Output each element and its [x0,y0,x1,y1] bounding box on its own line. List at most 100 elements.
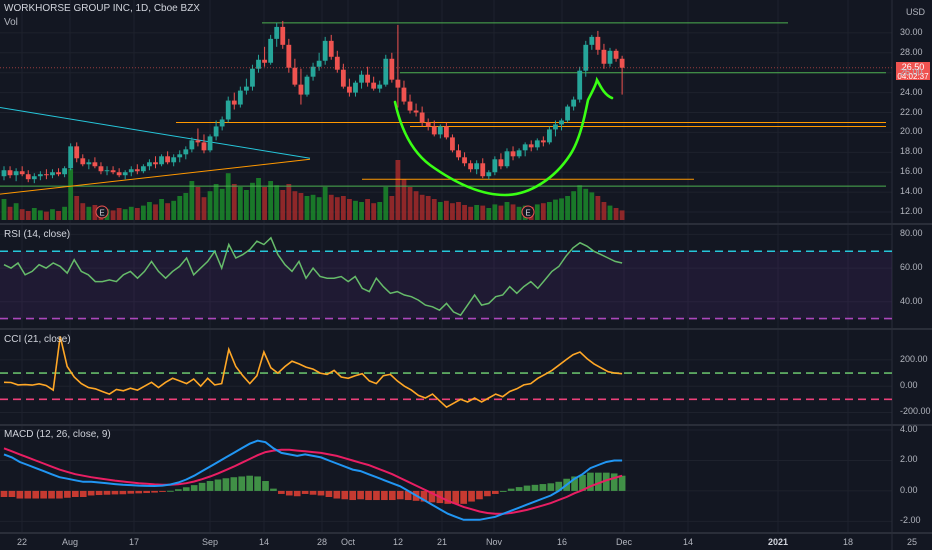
volume-bar [280,190,286,220]
candle-body [7,170,13,176]
candle-body [480,163,486,177]
volume-bar [237,187,243,220]
candle-body [56,172,61,175]
candle-body [540,140,546,143]
macd-histogram-bar [222,478,230,491]
candle-body [256,59,261,69]
y-tick-label: 12.00 [900,206,923,217]
candle-body [359,74,364,83]
x-tick-label: 25 [906,537,918,547]
x-tick-label: Oct [340,537,356,547]
macd-line [3,439,623,521]
volume-bar [7,206,13,220]
candle-body [128,169,134,173]
macd-histogram-bar [325,490,333,497]
volume-bar [413,191,419,220]
volume-bar [195,187,201,220]
volume-bar [577,185,583,220]
volume-bar [25,211,31,220]
x-tick-label: 28 [316,537,328,547]
volume-bar [498,205,504,220]
earnings-marker-icon [95,205,109,219]
candle-body [583,44,589,71]
volume-bar [165,203,171,220]
volume-bar [201,197,207,220]
y-tick-label: 24.00 [900,86,923,97]
volume-bar [534,204,540,220]
x-tick-label: 12 [392,537,404,547]
candle-body [134,169,140,172]
x-tick-label: Aug [61,537,79,547]
volume-bar [540,203,546,220]
rsi-band [0,251,892,319]
candle-body [286,44,292,68]
candle-body [443,126,449,138]
volume-bar [480,205,486,220]
macd-histogram-bar [278,490,285,494]
volume-bar [274,185,280,220]
macd-histogram-bar [444,490,452,504]
candle-body [153,162,158,165]
earnings-marker-label: E [99,209,104,218]
candle-body [407,101,413,111]
macd-histogram-bar [285,490,293,496]
macd-histogram-bar [523,485,531,491]
volume-bar [44,211,49,220]
macd-histogram-bar [119,490,127,495]
macd-histogram-bar [381,490,388,501]
macd-histogram-bar [238,476,246,491]
volume-bar [401,179,407,220]
rsi-label[interactable]: RSI (14, close) [4,229,71,240]
candle-body [165,156,171,163]
candle-body [44,174,49,176]
macd-histogram-bar [24,490,32,499]
volume-label: Vol [4,17,18,28]
candle-body [347,86,352,93]
macd-label[interactable]: MACD (12, 26, close, 9) [4,429,111,440]
y-tick-label: 18.00 [900,146,923,157]
candle-body [504,151,510,167]
cci-label[interactable]: CCI (21, close) [4,334,71,345]
macd-histogram-bar [365,490,372,501]
macd-histogram-bar [317,490,325,496]
candle-body [601,49,607,64]
volume-bar [589,192,595,220]
candle-body [237,90,243,105]
volume-bar [56,211,61,220]
macd-histogram-bar [127,490,135,494]
macd-histogram-bar [571,476,578,491]
x-tick-label: 17 [128,537,140,547]
macd-histogram-bar [602,472,610,491]
y-tick-label: 28.00 [900,46,923,57]
macd-histogram-bar [40,490,47,499]
candle-body [565,106,570,121]
candle-body [377,84,383,89]
x-tick-label: 2021 [767,537,789,547]
macd-histogram-bar [87,490,95,496]
volume-bar [147,202,152,220]
candle-body [577,70,583,100]
candle-body [419,112,425,123]
candle-body [231,100,237,105]
candle-body [25,174,31,180]
macd-histogram-bar [95,490,103,496]
macd-histogram-bar [468,490,475,502]
volume-bar [595,196,601,220]
macd-histogram-bar [349,490,357,501]
candle-body [195,140,201,143]
candle-body [280,26,286,45]
volume-bar [559,198,564,220]
volume-bar [80,203,86,220]
candle-body [607,50,613,64]
currency-label: USD [906,7,926,17]
macd-histogram-bar [301,490,309,494]
symbol-title[interactable]: WORKHORSE GROUP INC, 1D, Cboe BZX [4,3,200,14]
volume-bar [13,203,19,220]
candle-body [528,144,534,148]
volume-bar [510,204,516,220]
volume-bar [504,202,510,220]
volume-bar [571,191,577,220]
candle-body [189,140,195,150]
macd-histogram-bar [404,490,412,501]
